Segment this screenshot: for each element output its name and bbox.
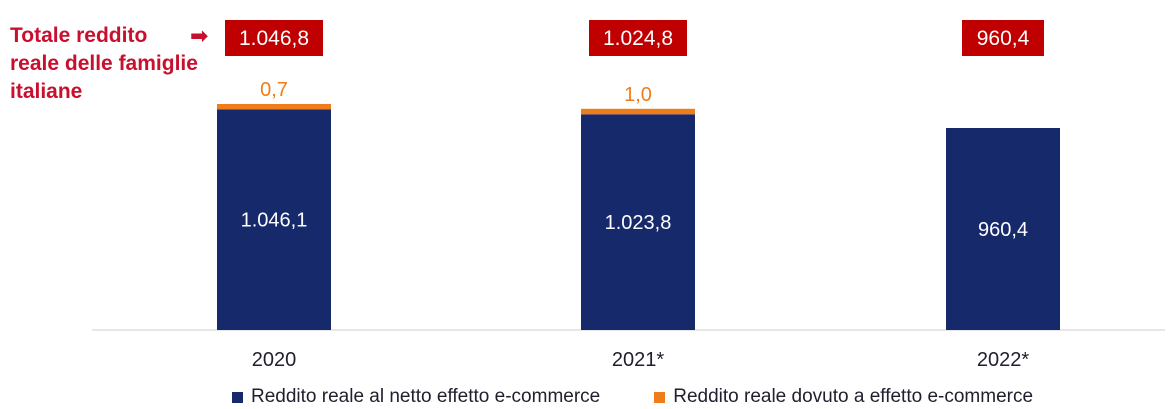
bar-ecommerce-1	[581, 108, 695, 115]
legend-swatch-ecommerce	[654, 391, 666, 403]
x-tick-label-0: 2020	[252, 349, 297, 371]
chart-legend: Reddito reale al netto effetto e-commerc…	[232, 386, 1033, 408]
bar-base-0	[217, 109, 331, 331]
arrow-right-icon: ➡	[190, 23, 209, 48]
bar-base-1	[581, 114, 695, 330]
legend-label-base: Reddito reale al netto effetto e-commerc…	[251, 386, 601, 407]
total-box-2	[962, 20, 1044, 56]
total-label-1: 1.024,8	[603, 27, 673, 50]
total-label-2: 960,4	[977, 27, 1030, 50]
bar-label-base-2: 960,4	[978, 219, 1028, 241]
bar-ecommerce-0	[217, 103, 331, 110]
bar-label-base-0: 1.046,1	[241, 210, 308, 232]
total-box-0	[225, 20, 323, 56]
bar-label-base-1: 1.023,8	[605, 212, 672, 234]
total-label-0: 1.046,8	[239, 27, 309, 50]
legend-item-ecommerce: Reddito reale dovuto a effetto e-commerc…	[654, 386, 1033, 408]
bar-label-ecommerce-1: 1,0	[624, 84, 652, 106]
legend-item-base: Reddito reale al netto effetto e-commerc…	[232, 386, 600, 408]
bar-base-2	[946, 128, 1060, 330]
x-tick-label-1: 2021*	[612, 349, 664, 371]
bar-label-ecommerce-0: 0,7	[260, 79, 288, 101]
legend-label-ecommerce: Reddito reale dovuto a effetto e-commerc…	[673, 386, 1034, 407]
total-income-callout: Totale reddito reale delle famiglie ital…	[10, 24, 198, 103]
legend-swatch-base	[232, 391, 243, 403]
x-tick-label-2: 2022*	[977, 349, 1029, 371]
total-box-1	[589, 20, 687, 56]
